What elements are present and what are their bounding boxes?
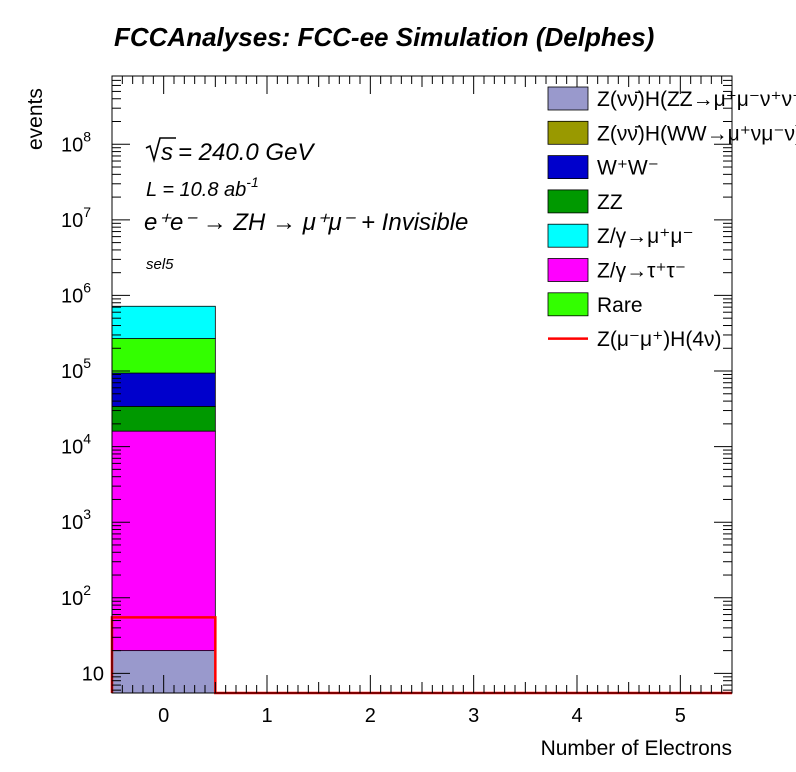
legend-label: Z(μ⁻μ⁺)H(4ν) — [597, 328, 722, 351]
legend-label: Rare — [597, 294, 643, 317]
legend-label: ZZ — [597, 191, 623, 214]
y-tick-label: 108 — [61, 128, 91, 156]
y-axis-label: events — [24, 88, 47, 150]
legend-label: Z/γ→τ⁺τ⁻ — [597, 260, 686, 283]
bar-segment — [111, 305, 216, 339]
y-tick-label: 105 — [61, 355, 91, 383]
y-axis-ticks: 10 102 103 104 105 106 107 108 — [61, 75, 732, 691]
chart-title: FCCAnalyses: FCC-ee Simulation (Delphes) — [114, 22, 654, 52]
x-axis-ticks: 0 1 2 3 4 5 — [111, 76, 733, 727]
y-tick-label: 106 — [61, 279, 91, 307]
y-tick-label: 107 — [61, 204, 91, 232]
legend-label: Z(νν̄)H(WW→μ⁺νμ⁻ν) — [597, 122, 796, 145]
x-tick-label: 3 — [468, 705, 479, 727]
x-tick-label: 4 — [571, 705, 582, 727]
legend-label: W⁺W⁻ — [597, 157, 659, 180]
x-tick-label: 0 — [158, 705, 169, 727]
sqrt-s-annotation: s = 240.0 GeV — [145, 137, 315, 166]
legend-label: Z/γ→μ⁺μ⁻ — [597, 225, 694, 248]
legend: Z(νν̄)H(ZZ→μ⁺μ⁻ν⁺ν⁻) Z(νν̄)H(WW→μ⁺νμ⁻ν) W⁺… — [547, 86, 796, 351]
y-tick-label: 10 — [82, 663, 104, 685]
sqrt-symbol — [145, 137, 176, 163]
y-tick-label: 103 — [61, 506, 91, 534]
legend-swatch — [547, 292, 589, 317]
legend-swatch — [547, 155, 589, 180]
legend-swatch — [547, 258, 589, 282]
sqrt-s-symbol: s — [161, 139, 173, 166]
luminosity-annotation: L = 10.8 ab-1 — [146, 174, 259, 201]
stacked-bars — [111, 305, 216, 694]
x-tick-label: 1 — [261, 705, 272, 727]
annotations: s = 240.0 GeV L = 10.8 ab-1 e⁺e⁻ → ZH → … — [144, 137, 468, 273]
legend-swatch — [547, 223, 589, 248]
bar-segment — [111, 338, 216, 374]
legend-label: Z(νν̄)H(ZZ→μ⁺μ⁻ν⁺ν⁻) — [597, 88, 796, 111]
process-annotation: e⁺e⁻ → ZH → μ⁺μ⁻ + Invisible — [144, 209, 468, 236]
x-tick-label: 5 — [675, 705, 686, 727]
y-tick-label: 104 — [61, 431, 91, 459]
legend-swatch — [547, 189, 589, 214]
legend-swatch — [547, 86, 589, 111]
bar-segment — [111, 372, 216, 407]
y-tick-label: 102 — [61, 582, 91, 610]
bar-segment — [111, 430, 216, 652]
bar-segment — [111, 406, 216, 432]
sqrt-s-value: = 240.0 GeV — [178, 139, 315, 166]
legend-swatch — [547, 120, 589, 145]
x-tick-label: 2 — [365, 705, 376, 727]
x-axis-label: Number of Electrons — [541, 737, 732, 760]
selection-annotation: sel5 — [146, 256, 174, 273]
